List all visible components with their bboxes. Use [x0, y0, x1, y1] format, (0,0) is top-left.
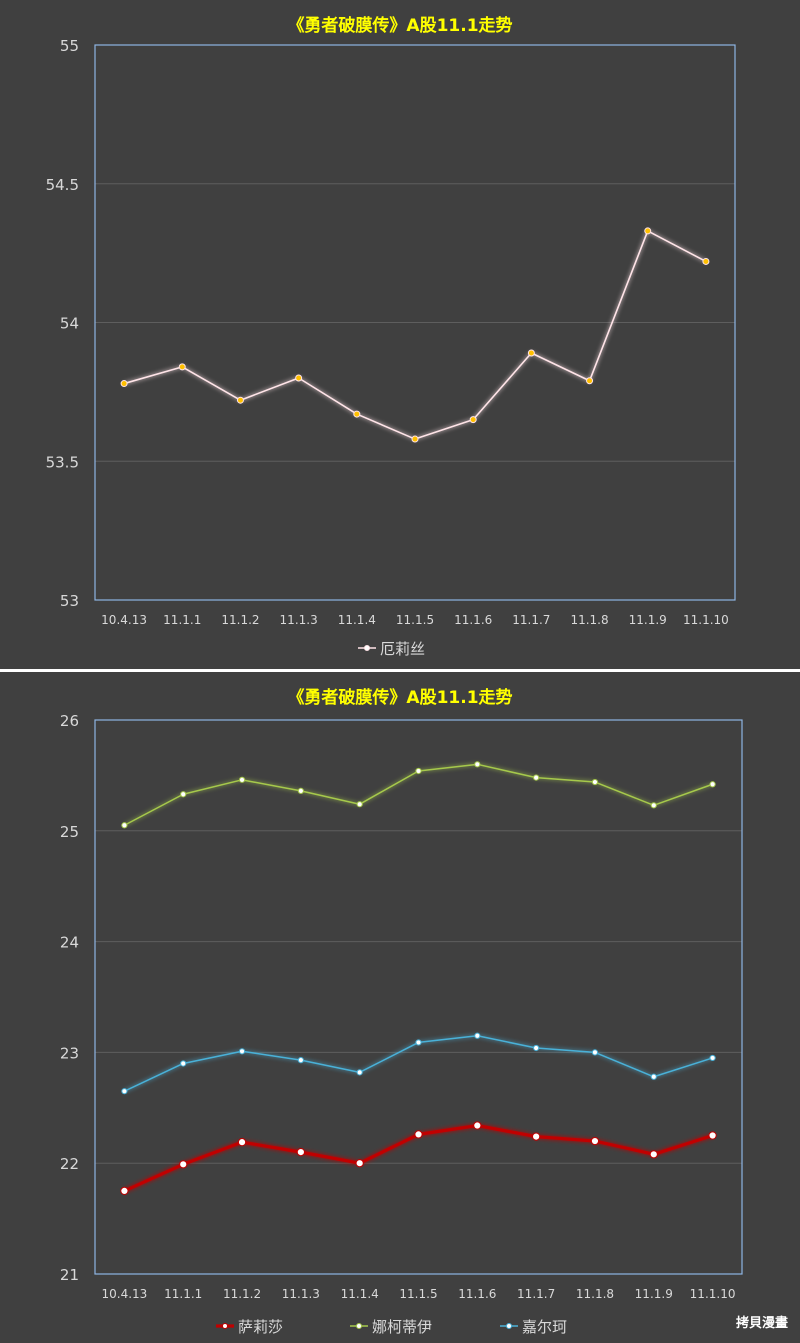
y-tick-label: 23	[60, 1044, 79, 1062]
data-point	[533, 774, 540, 781]
chart-panel-top: 《勇者破膜传》A股11.1走势 53 53.5 54 54.5 55 10.4.13 11.1…	[0, 0, 800, 670]
data-point	[591, 778, 599, 786]
chart-svg-top: 《勇者破膜传》A股11.1走势 53 53.5 54 54.5 55 10.4.13 11.1…	[46, 15, 736, 658]
data-point	[297, 787, 304, 795]
data-point	[644, 227, 652, 235]
data-point	[353, 410, 361, 418]
x-tick-label: 11.1.5	[399, 1287, 437, 1301]
data-point	[702, 257, 710, 265]
data-point	[469, 416, 477, 424]
data-point	[356, 801, 363, 808]
y-tick-label: 53	[60, 592, 79, 610]
data-point	[586, 377, 594, 385]
data-point	[121, 1088, 128, 1095]
x-tick-label: 11.1.3	[280, 613, 318, 627]
legend-label: 厄莉丝	[380, 640, 425, 658]
series-line-1	[123, 230, 707, 440]
data-point	[179, 1160, 188, 1169]
data-point	[236, 396, 244, 404]
data-point	[473, 1121, 482, 1130]
data-point	[533, 1044, 540, 1052]
y-tick-label: 54.5	[46, 176, 79, 194]
data-point	[708, 1131, 717, 1140]
legend-label: 娜柯蒂伊	[372, 1318, 432, 1336]
legend-swatch-marker	[364, 645, 370, 651]
x-tick-label: 11.1.6	[458, 1287, 496, 1301]
data-point	[414, 1130, 423, 1139]
data-point	[709, 781, 716, 788]
legend-swatch-marker	[222, 1323, 228, 1329]
y-tick-label: 53.5	[46, 453, 79, 471]
x-tick-label: 11.1.7	[512, 613, 550, 627]
y-tick-label: 55	[60, 37, 79, 55]
data-point	[295, 374, 303, 382]
x-tick-label: 11.1.3	[282, 1287, 320, 1301]
y-tick-label: 21	[60, 1266, 79, 1284]
x-tick-label: 11.1.8	[576, 1287, 614, 1301]
plot-area-border	[94, 719, 743, 1275]
data-point	[527, 349, 535, 357]
y-tick-label: 26	[60, 712, 79, 730]
data-point	[180, 1060, 187, 1067]
legend-swatch-marker	[356, 1323, 362, 1329]
data-point	[297, 1057, 304, 1064]
data-point	[591, 1049, 599, 1056]
data-point	[238, 776, 246, 783]
y-tick-label: 22	[60, 1155, 79, 1173]
x-tick-label: 10.4.13	[102, 1287, 148, 1301]
data-point	[180, 791, 187, 798]
data-point	[411, 435, 419, 443]
legend-swatch-marker	[506, 1323, 512, 1329]
data-point	[238, 1048, 246, 1055]
chart-title: 《勇者破膜传》A股11.1走势	[287, 15, 512, 36]
x-tick-label: 11.1.4	[341, 1287, 379, 1301]
data-point	[649, 1150, 658, 1159]
data-point	[474, 761, 481, 768]
legend-label: 嘉尔珂	[522, 1318, 567, 1336]
data-point	[355, 1159, 364, 1168]
x-tick-label: 11.1.6	[454, 613, 492, 627]
x-tick-label: 11.1.9	[629, 613, 667, 627]
data-point	[650, 1073, 657, 1080]
chart-svg-bottom: 《勇者破膜传》A股11.1走势 21 22 23 24 25 26 10.4.13 11.1.1…	[60, 687, 743, 1336]
data-point	[120, 380, 128, 388]
y-tick-label: 54	[60, 315, 79, 333]
chart-panel-bottom: 《勇者破膜传》A股11.1走势 21 22 23 24 25 26 10.4.13 11.1.1…	[0, 672, 800, 1343]
x-tick-label: 11.1.7	[517, 1287, 555, 1301]
x-tick-label: 11.1.9	[635, 1287, 673, 1301]
chart-title: 《勇者破膜传》A股11.1走势	[287, 687, 512, 708]
x-tick-label: 11.1.10	[690, 1287, 736, 1301]
y-tick-label: 25	[60, 823, 79, 841]
data-point	[178, 363, 186, 371]
data-point	[237, 1138, 247, 1147]
data-point	[650, 802, 657, 809]
x-tick-label: 11.1.10	[683, 613, 729, 627]
x-tick-label: 11.1.8	[570, 613, 608, 627]
data-point	[709, 1054, 716, 1062]
data-point	[474, 1032, 481, 1039]
data-point	[120, 1186, 129, 1196]
data-point	[415, 767, 422, 775]
data-point	[121, 822, 128, 829]
x-tick-label: 11.1.4	[338, 613, 376, 627]
data-point	[296, 1148, 305, 1157]
x-tick-label: 11.1.1	[164, 1287, 202, 1301]
x-tick-label: 10.4.13	[101, 613, 147, 627]
data-point	[356, 1069, 363, 1076]
watermark-text: 拷貝漫畫	[735, 1316, 788, 1331]
data-point	[415, 1039, 422, 1046]
y-tick-label: 24	[60, 934, 79, 952]
data-point	[532, 1132, 541, 1141]
legend-label: 萨莉莎	[238, 1318, 283, 1336]
x-tick-label: 11.1.5	[396, 613, 434, 627]
x-tick-label: 11.1.1	[163, 613, 201, 627]
data-point	[590, 1136, 600, 1146]
x-tick-label: 11.1.2	[223, 1287, 261, 1301]
panel-divider	[0, 669, 800, 673]
x-tick-label: 11.1.2	[221, 613, 259, 627]
plot-area-border	[94, 44, 736, 601]
